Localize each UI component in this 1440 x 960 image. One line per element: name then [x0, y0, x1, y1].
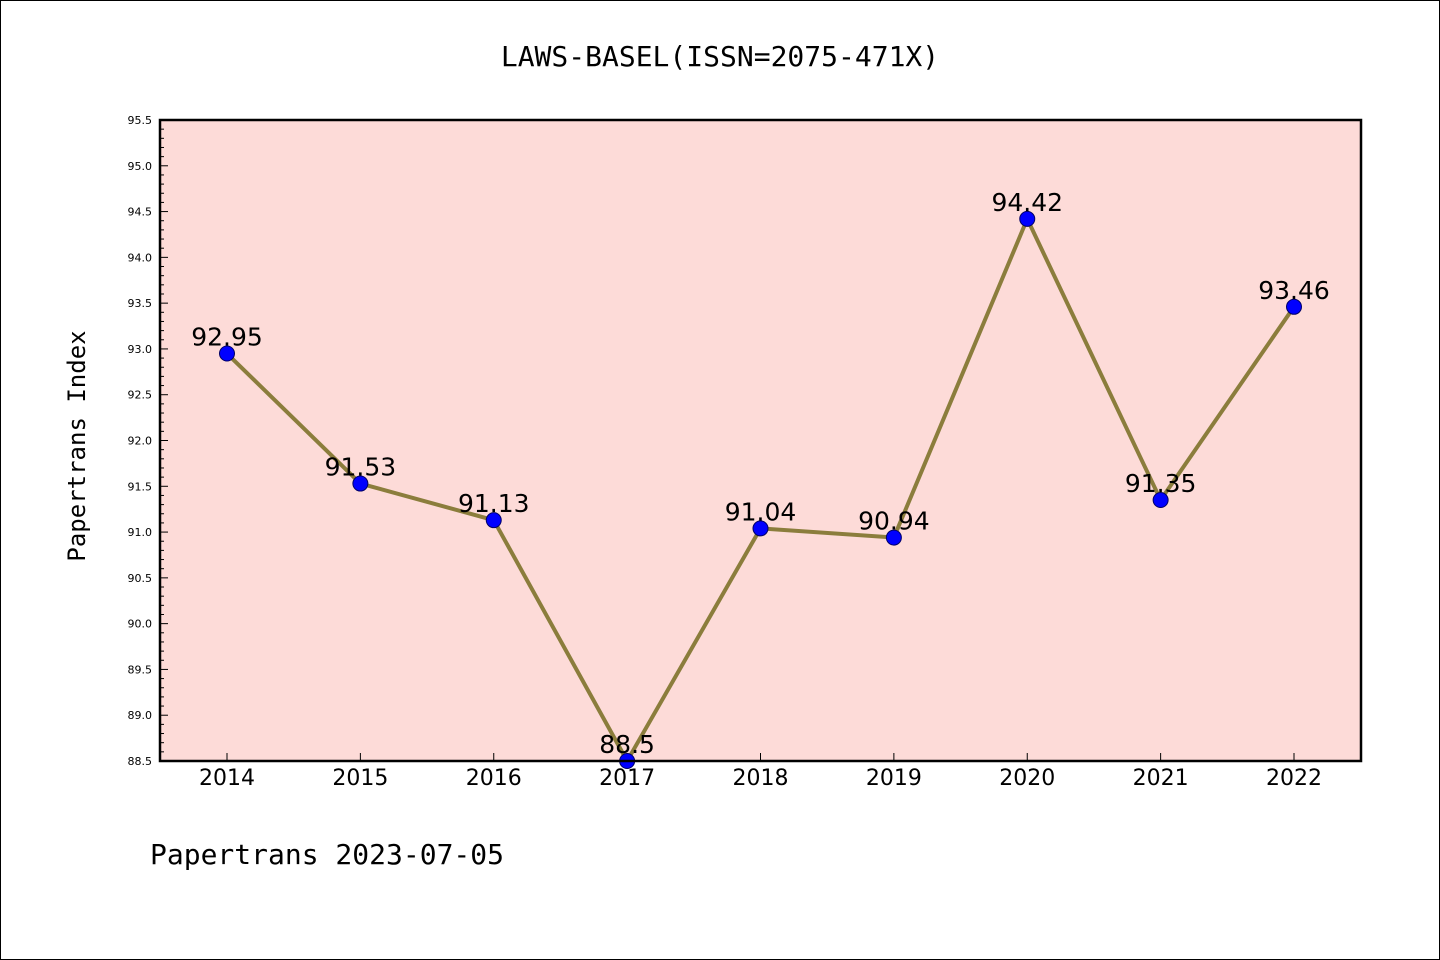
footer-text: Papertrans 2023-07-05	[150, 838, 504, 871]
data-label: 88.5	[599, 730, 655, 759]
x-tick-label: 2018	[733, 766, 789, 791]
y-tick-label: 95.0	[128, 160, 153, 173]
x-tick-label: 2021	[1133, 766, 1189, 791]
plot-border	[158, 118, 1363, 763]
y-tick-label: 93.5	[128, 297, 153, 310]
y-tick-label: 93.0	[128, 343, 153, 356]
y-tick-label: 89.5	[128, 663, 153, 676]
data-point	[1019, 210, 1036, 227]
y-tick-label: 94.0	[128, 251, 153, 264]
x-tick-label: 2014	[199, 766, 255, 791]
x-tick-label: 2017	[599, 766, 655, 791]
x-tick-label: 2019	[866, 766, 922, 791]
data-point	[485, 512, 502, 529]
data-label: 92.95	[191, 323, 263, 352]
data-point	[752, 520, 769, 537]
x-tick-label: 2022	[1266, 766, 1322, 791]
plot-area	[160, 120, 1361, 761]
data-label: 91.35	[1125, 469, 1197, 498]
y-tick-label: 91.5	[128, 480, 153, 493]
data-label: 90.94	[858, 507, 930, 536]
x-tick-label: 2020	[999, 766, 1055, 791]
data-point	[1286, 298, 1302, 315]
data-point	[219, 345, 235, 362]
data-label: 91.04	[725, 497, 797, 526]
y-tick-label: 94.5	[128, 206, 153, 219]
y-tick-label: 90.5	[128, 572, 153, 585]
data-point	[1152, 492, 1169, 509]
data-point	[885, 529, 902, 546]
y-tick-label: 90.0	[128, 618, 153, 631]
y-tick-label: 88.5	[128, 755, 153, 768]
y-tick-label: 95.5	[128, 114, 153, 127]
data-point	[352, 475, 369, 492]
x-tick-label: 2015	[332, 766, 388, 791]
y-tick-label: 89.0	[128, 709, 153, 722]
y-axis-label: Papertrans Index	[63, 330, 91, 561]
y-tick-label: 92.5	[128, 389, 153, 402]
x-tick-label: 2016	[466, 766, 522, 791]
y-tick-label: 92.0	[128, 435, 153, 448]
chart-title: LAWS-BASEL(ISSN=2075-471X)	[501, 40, 939, 73]
y-tick-label: 91.0	[128, 526, 153, 539]
data-label: 91.53	[325, 453, 397, 482]
data-label: 91.13	[458, 489, 530, 518]
data-label: 94.42	[991, 188, 1063, 217]
data-label: 93.46	[1258, 276, 1330, 305]
